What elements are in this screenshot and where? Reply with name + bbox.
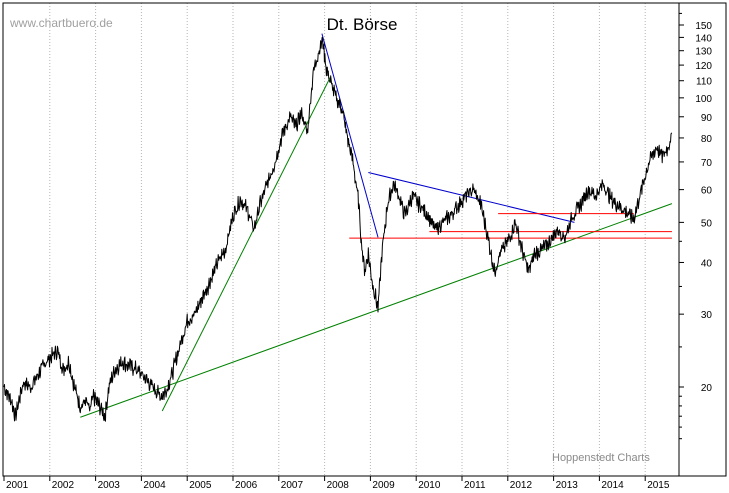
- y-tick-label: 40: [701, 258, 713, 269]
- x-tick-label: 2010: [418, 480, 441, 491]
- y-tick-label: 110: [696, 77, 712, 88]
- x-tick-label: 2007: [281, 480, 304, 491]
- x-tick-label: 2006: [235, 480, 258, 491]
- x-tick-label: 2003: [98, 480, 121, 491]
- y-tick-label: 150: [695, 21, 712, 32]
- x-tick-label: 2001: [6, 480, 29, 491]
- x-tick-label: 2009: [372, 480, 395, 491]
- grid: [49, 3, 646, 476]
- x-tick-label: 2004: [143, 480, 166, 491]
- y-tick-label: 130: [695, 47, 712, 58]
- price-line: [3, 36, 673, 422]
- x-tick-label: 2002: [52, 480, 75, 491]
- x-axis: 2001 2002 2003 2004 2005 2006 2007 2008 2009 2010…: [3, 476, 670, 491]
- chart-title: Dt. Börse: [327, 15, 398, 34]
- watermark-bottom: Hoppenstedt Charts: [552, 452, 650, 464]
- price-series: [3, 36, 673, 422]
- x-tick-label: 2015: [647, 480, 670, 491]
- y-tick-label: 140: [695, 33, 712, 44]
- x-tick-label: 2011: [464, 480, 486, 491]
- trendline: [321, 33, 379, 238]
- y-axis-frame: [678, 2, 727, 477]
- trendlines: [80, 33, 673, 418]
- y-tick-label: 90: [701, 113, 713, 124]
- y-tick-label: 50: [701, 218, 713, 229]
- y-tick-label: 30: [701, 310, 713, 321]
- y-tick-label: 100: [695, 94, 712, 105]
- trendline: [161, 77, 331, 412]
- x-tick-label: 2008: [327, 480, 350, 491]
- x-tick-label: 2005: [189, 480, 212, 491]
- y-tick-label: 70: [701, 158, 713, 169]
- y-tick-label: 120: [695, 61, 712, 72]
- x-tick-label: 2013: [556, 480, 579, 491]
- x-tick-label: 2012: [510, 480, 533, 491]
- x-tick-label: 2014: [601, 480, 624, 491]
- watermark-top: www.chartbuero.de: [9, 16, 113, 30]
- y-tick-label: 80: [701, 134, 713, 145]
- trendline: [80, 203, 673, 418]
- y-tick-label: 60: [701, 186, 713, 197]
- y-tick-label: 20: [701, 383, 713, 394]
